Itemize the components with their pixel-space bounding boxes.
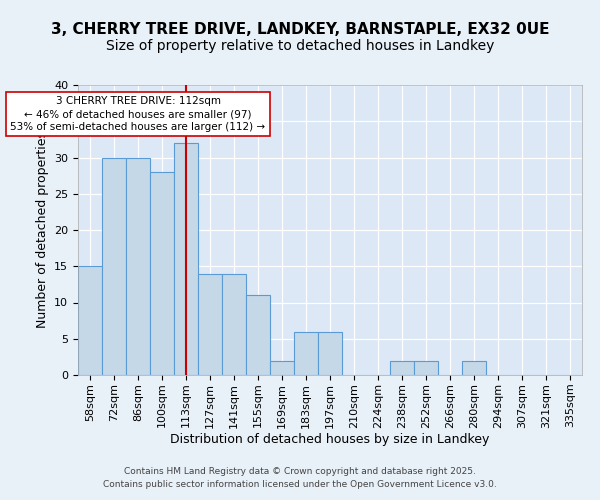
Text: Contains HM Land Registry data © Crown copyright and database right 2025.: Contains HM Land Registry data © Crown c… bbox=[124, 467, 476, 476]
Y-axis label: Number of detached properties: Number of detached properties bbox=[35, 132, 49, 328]
Text: Size of property relative to detached houses in Landkey: Size of property relative to detached ho… bbox=[106, 39, 494, 53]
Bar bbox=[270, 360, 294, 375]
Bar bbox=[294, 332, 318, 375]
Bar bbox=[198, 274, 222, 375]
Bar bbox=[414, 360, 438, 375]
Bar bbox=[78, 266, 102, 375]
Bar bbox=[246, 295, 270, 375]
Bar bbox=[174, 143, 198, 375]
Bar bbox=[126, 158, 150, 375]
Bar bbox=[102, 158, 126, 375]
X-axis label: Distribution of detached houses by size in Landkey: Distribution of detached houses by size … bbox=[170, 434, 490, 446]
Bar bbox=[390, 360, 414, 375]
Bar bbox=[462, 360, 486, 375]
Bar bbox=[150, 172, 174, 375]
Bar bbox=[222, 274, 246, 375]
Text: 3, CHERRY TREE DRIVE, LANDKEY, BARNSTAPLE, EX32 0UE: 3, CHERRY TREE DRIVE, LANDKEY, BARNSTAPL… bbox=[51, 22, 549, 38]
Text: 3 CHERRY TREE DRIVE: 112sqm
← 46% of detached houses are smaller (97)
53% of sem: 3 CHERRY TREE DRIVE: 112sqm ← 46% of det… bbox=[10, 96, 266, 132]
Text: Contains public sector information licensed under the Open Government Licence v3: Contains public sector information licen… bbox=[103, 480, 497, 489]
Bar bbox=[318, 332, 342, 375]
